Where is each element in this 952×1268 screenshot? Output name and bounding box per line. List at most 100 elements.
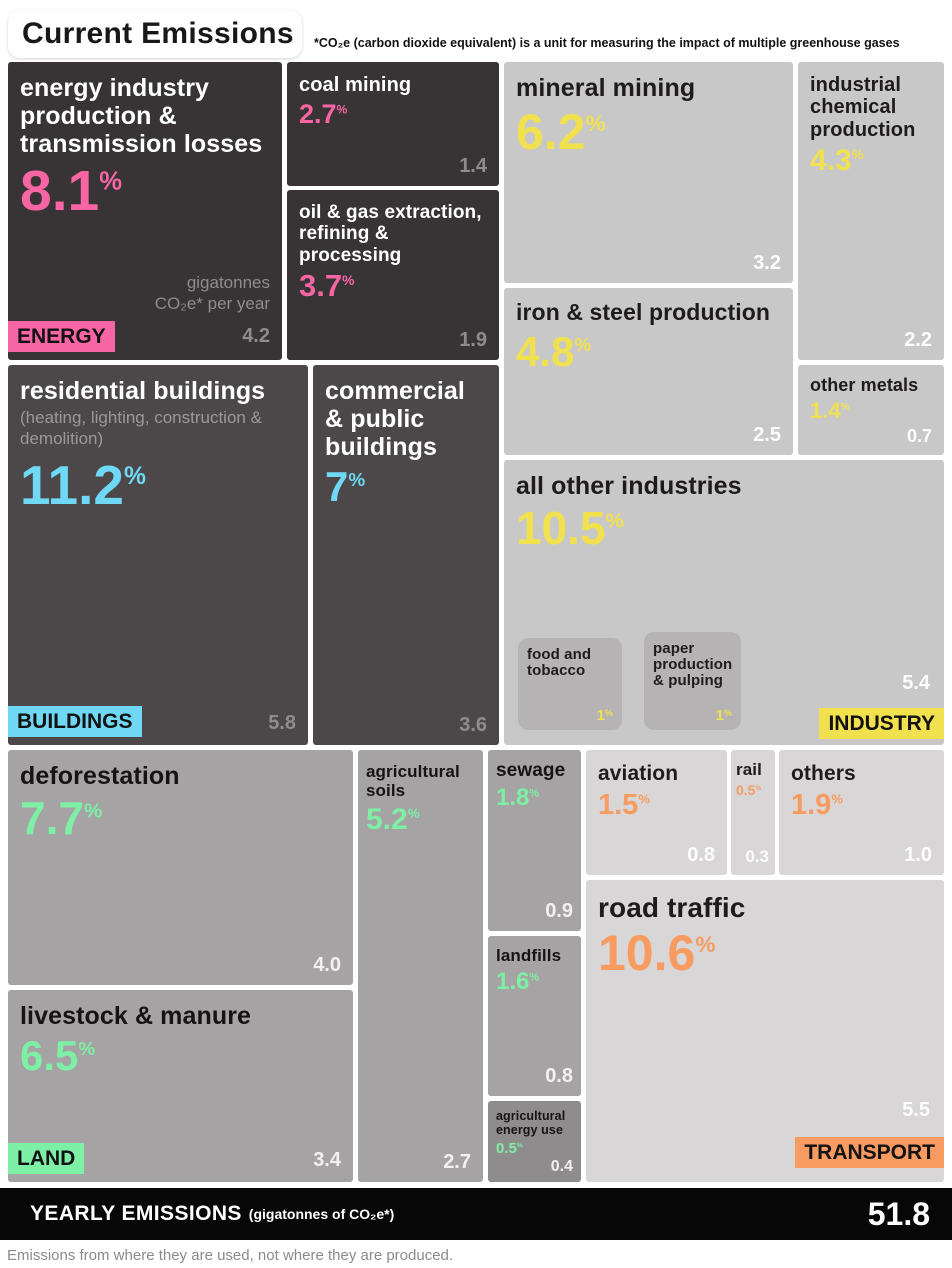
tile-value: 0.3 bbox=[745, 847, 769, 866]
percent-symbol: % bbox=[755, 785, 762, 792]
tile-title: sewage bbox=[496, 760, 566, 781]
tile-agricultural-energy-use: agricultural energy use 0.5% 0.4 bbox=[488, 1101, 581, 1182]
co2e-definition-note: *CO₂e (carbon dioxide equivalent) is a u… bbox=[314, 36, 900, 50]
tile-value: 0.4 bbox=[550, 1158, 573, 1175]
tile-percent: 7% bbox=[325, 464, 487, 509]
energy-section-badge: ENERGY bbox=[8, 320, 115, 352]
percent-symbol: % bbox=[516, 1142, 523, 1150]
tile-percent: 8.1% bbox=[20, 161, 270, 222]
tile-value: 2.5 bbox=[753, 424, 781, 446]
percent-number: 7.7 bbox=[20, 792, 84, 844]
tile-percent: 0.5% bbox=[496, 1141, 573, 1157]
percent-number: 5.2 bbox=[366, 803, 408, 837]
percent-symbol: % bbox=[604, 707, 613, 718]
percent-number: 1 bbox=[715, 707, 724, 724]
percent-number: 3.7 bbox=[299, 267, 343, 303]
tile-percent: 1.6% bbox=[496, 969, 573, 994]
tile-agricultural-soils: agricultural soils 5.2% 2.7 bbox=[358, 750, 483, 1182]
tile-percent: 1% bbox=[597, 707, 613, 724]
tile-title: mineral mining bbox=[516, 74, 696, 102]
tile-title: agricultural energy use bbox=[496, 1109, 566, 1137]
land-section-badge: LAND bbox=[8, 1142, 85, 1174]
tile-coal-mining: coal mining 2.7% 1.4 bbox=[287, 62, 499, 186]
tile-oil-gas: oil & gas extraction, refining & process… bbox=[287, 190, 499, 360]
tile-title: all other industries bbox=[516, 472, 742, 500]
tile-title: iron & steel production bbox=[516, 299, 771, 325]
tile-percent: 2.7% bbox=[299, 100, 487, 128]
percent-number: 4.8 bbox=[516, 327, 575, 375]
tile-title: agricultural soils bbox=[366, 762, 460, 801]
tile-residential-buildings: residential buildings (heating, lighting… bbox=[8, 365, 308, 745]
percent-number: 2.7 bbox=[299, 99, 337, 130]
percent-symbol: % bbox=[840, 402, 850, 414]
tile-percent: 1.9% bbox=[791, 788, 932, 821]
tile-rail: rail 0.5% 0.3 bbox=[731, 750, 775, 875]
tile-landfills: landfills 1.6% 0.8 bbox=[488, 936, 581, 1096]
tile-percent: 1.8% bbox=[496, 785, 573, 810]
percent-symbol: % bbox=[529, 787, 539, 800]
percent-number: 1.5 bbox=[598, 788, 639, 821]
tile-value: 0.9 bbox=[545, 900, 573, 922]
percent-symbol: % bbox=[78, 1038, 96, 1060]
tile-percent: 1.4% bbox=[810, 399, 932, 422]
percent-number: 4.3 bbox=[810, 144, 852, 178]
tile-value: 1.0 bbox=[904, 844, 932, 866]
tile-value: 0.7 bbox=[906, 426, 932, 446]
tile-value: 1.9 bbox=[459, 329, 487, 351]
percent-number: 1 bbox=[596, 707, 605, 724]
tile-iron-steel: iron & steel production 4.8% 2.5 bbox=[504, 288, 793, 455]
tile-others-transport: others 1.9% 1.0 bbox=[779, 750, 944, 875]
tile-value: 4.0 bbox=[313, 954, 341, 976]
percent-symbol: % bbox=[723, 707, 732, 718]
tile-paper-production: paper production & pulping 1% bbox=[644, 632, 741, 730]
tile-percent: 7.7% bbox=[20, 794, 341, 842]
tile-sewage: sewage 1.8% 0.9 bbox=[488, 750, 581, 931]
percent-symbol: % bbox=[695, 932, 716, 958]
percent-symbol: % bbox=[638, 791, 650, 807]
tile-value: 5.5 bbox=[902, 1099, 930, 1121]
percent-number: 0.5 bbox=[736, 782, 756, 799]
tile-title: paper production & pulping bbox=[653, 640, 733, 690]
tile-title: others bbox=[791, 762, 856, 785]
buildings-section-badge: BUILDINGS bbox=[8, 705, 142, 737]
tile-title: other metals bbox=[810, 375, 919, 395]
percent-number: 6.2 bbox=[516, 104, 586, 160]
percent-number: 1.6 bbox=[496, 968, 530, 996]
percent-number: 1.9 bbox=[791, 788, 832, 821]
percent-symbol: % bbox=[342, 271, 355, 288]
percent-number: 6.5 bbox=[20, 1032, 79, 1079]
tile-value: 2.2 bbox=[904, 329, 932, 351]
yearly-emissions-unit: (gigatonnes of CO₂e*) bbox=[248, 1206, 395, 1222]
percent-symbol: % bbox=[348, 469, 366, 491]
tile-industrial-chemical: industrial chemical production 4.3% 2.2 bbox=[798, 62, 944, 360]
tile-value: 4.2 bbox=[242, 325, 270, 347]
tile-value: 5.8 bbox=[268, 712, 296, 734]
percent-symbol: % bbox=[83, 799, 103, 823]
tile-percent: 11.2% bbox=[20, 457, 296, 515]
tile-value: 2.7 bbox=[443, 1151, 471, 1173]
tile-title: livestock & manure bbox=[20, 1002, 252, 1030]
tile-title: aviation bbox=[598, 762, 679, 785]
percent-symbol: % bbox=[529, 971, 539, 984]
tile-title: energy industry production & transmissio… bbox=[20, 74, 263, 158]
tile-value: 5.4 bbox=[902, 672, 930, 694]
percent-number: 10.5 bbox=[516, 502, 606, 554]
percent-symbol: % bbox=[851, 147, 864, 163]
tile-value: 0.8 bbox=[545, 1065, 573, 1087]
tile-commercial-buildings: commercial & public buildings 7% 3.6 bbox=[313, 365, 499, 745]
tile-value: 3.2 bbox=[753, 252, 781, 274]
tile-value: 3.6 bbox=[459, 714, 487, 736]
tile-percent: 1.5% bbox=[598, 788, 715, 821]
percent-number: 1.4 bbox=[810, 398, 841, 424]
yearly-emissions-total: 51.8 bbox=[867, 1195, 930, 1232]
tile-mineral-mining: mineral mining 6.2% 3.2 bbox=[504, 62, 793, 283]
tile-percent: 10.5% bbox=[516, 504, 932, 552]
page-title: Current Emissions bbox=[22, 17, 294, 50]
title-card: Current Emissions bbox=[8, 10, 302, 58]
tile-title: road traffic bbox=[598, 892, 746, 923]
tile-title: rail bbox=[736, 760, 762, 779]
percent-symbol: % bbox=[124, 463, 147, 491]
tile-percent: 4.3% bbox=[810, 145, 932, 177]
percent-number: 10.6 bbox=[598, 925, 696, 982]
